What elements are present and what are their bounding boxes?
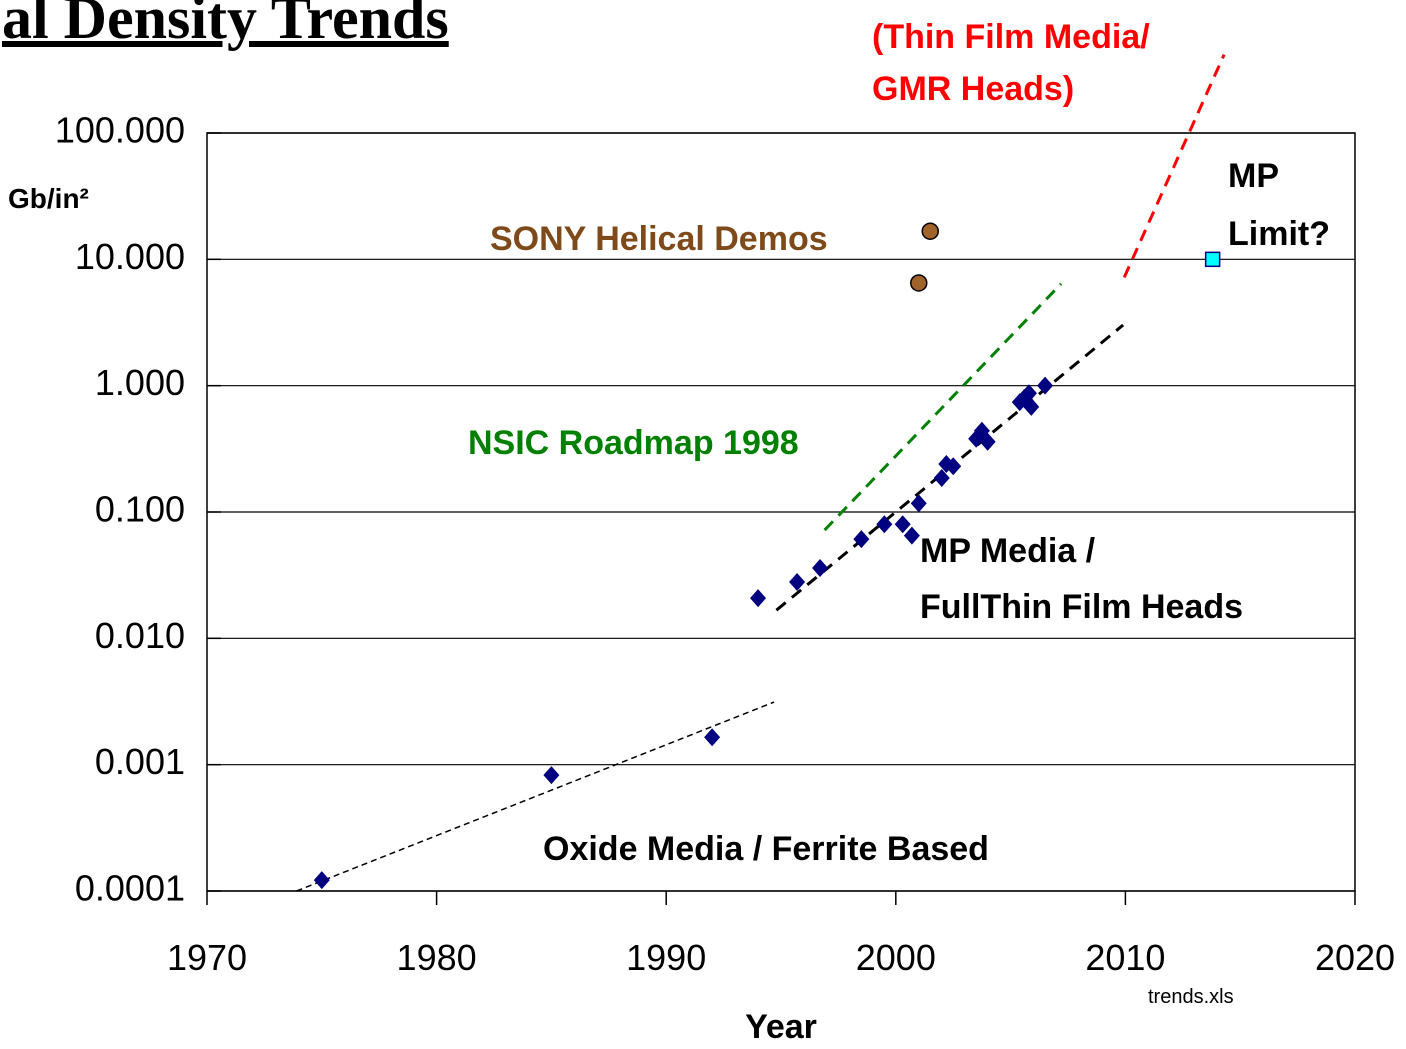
diamond-point [789,573,806,592]
annotation: FullThin Film Heads [920,588,1243,626]
x-tick-label: 2000 [856,937,936,978]
y-tick-label: 0.100 [95,489,185,530]
x-tick-label: 1990 [626,937,706,978]
y-tick-label: 100.000 [55,110,185,151]
diamond-point [1011,393,1028,412]
diamond-point [812,559,829,578]
trend-line [823,282,1063,532]
y-tick-label: 1.000 [95,362,185,403]
annotation: Limit? [1228,215,1330,253]
diamond-point [704,728,721,747]
diamond-point [543,766,560,785]
circle-point [921,222,939,240]
trend-line [296,701,775,892]
diamond-point [933,468,950,487]
annotation: MP [1228,157,1279,195]
x-axis-label: Year [745,1008,817,1046]
diamond-point [910,494,927,513]
diamond-point [876,515,893,534]
annotation: NSIC Roadmap 1998 [468,424,799,462]
y-tick-label: 10.000 [75,236,185,277]
diamond-point [1023,397,1040,416]
circle-point [910,274,928,292]
annotation: MP Media / [920,532,1096,570]
x-tick-label: 1980 [397,937,477,978]
diamond-point [750,589,767,608]
diamond-point [853,530,870,549]
y-tick-label: 0.0001 [75,868,185,909]
diamond-point [1037,376,1054,395]
chart-title: al Density Trends [2,0,449,51]
diamond-point [1020,384,1037,403]
diamond-point [979,432,996,451]
diamond-point [945,457,962,476]
diamond-point [894,515,911,534]
y-tick-label: 0.001 [95,741,185,782]
source-note: trends.xls [1148,986,1234,1008]
annotation: (Thin Film Media/ [872,18,1150,56]
x-tick-label: 2020 [1315,937,1395,978]
y-tick-label: 0.010 [95,615,185,656]
x-tick-label: 2010 [1085,937,1165,978]
annotation: Oxide Media / Ferrite Based [543,830,989,868]
y-axis-label: Gb/in² [8,183,89,214]
x-tick-label: 1970 [167,937,247,978]
annotation: SONY Helical Demos [490,220,828,258]
annotation: GMR Heads) [872,70,1074,108]
diamond-point [903,526,920,545]
square-point [1204,251,1221,268]
trend-line [1122,54,1226,278]
diamond-point [313,871,330,890]
